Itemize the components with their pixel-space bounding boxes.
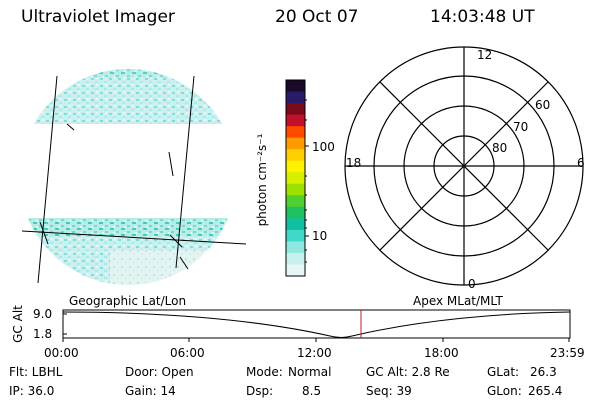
colorbar-segment — [286, 195, 305, 208]
time-label: 14:03:48 UT — [430, 7, 535, 27]
dsp-label: Dsp: — [246, 384, 274, 398]
glat-label: GLat: — [487, 365, 520, 379]
colorbar-segment — [286, 264, 305, 277]
mlt-12-label: 12 — [477, 48, 493, 62]
ytick-9: 9.0 — [33, 307, 53, 321]
xtick-1200: 12:00 — [297, 346, 332, 360]
ytick-1-8: 1.8 — [33, 327, 53, 341]
mlt-18-label: 18 — [346, 156, 362, 170]
geographic-latlon-title: Geographic Lat/Lon — [69, 294, 187, 308]
altitude-plot — [62, 309, 571, 342]
seq-status: Seq: 39 — [366, 384, 412, 398]
colorbar-label: photon cm⁻²s⁻¹ — [255, 133, 269, 227]
filter-status: Flt: LBHL — [9, 365, 63, 379]
colorbar-segment — [286, 103, 305, 116]
colorbar-segment — [286, 241, 305, 254]
geo-grid-lines — [21, 75, 247, 284]
colorbar-segment — [286, 206, 305, 219]
dsp-value: 8.5 — [302, 384, 322, 398]
colorbar-segment — [286, 126, 305, 139]
colorbar-frame — [285, 79, 306, 277]
colorbar-segment — [286, 137, 305, 150]
gc-alt-status: GC Alt: 2.8 Re — [366, 365, 450, 379]
mlat-70-label: 70 — [513, 120, 529, 134]
colorbar-tick-10: 10 — [312, 229, 328, 243]
mode-value: Normal — [288, 365, 332, 379]
gc-alt-axis-label: GC Alt — [11, 305, 25, 343]
apex-mlat-mlt-title: Apex MLat/MLT — [413, 294, 503, 308]
ip-status: IP: 36.0 — [9, 384, 55, 398]
mlt-0-label: 0 — [468, 277, 476, 291]
gain-status: Gain: 14 — [125, 384, 176, 398]
glon-value: 265.4 — [528, 384, 563, 398]
colorbar-segment — [286, 218, 305, 231]
glat-value: 26.3 — [530, 365, 557, 379]
mlat-80-label: 80 — [492, 141, 508, 155]
instrument-title: Ultraviolet Imager — [21, 7, 175, 27]
xtick-0600: 06:00 — [170, 346, 205, 360]
colorbar — [285, 79, 306, 277]
colorbar-segment — [286, 183, 305, 196]
mlat-60-label: 60 — [535, 98, 551, 112]
door-status: Door: Open — [125, 365, 194, 379]
date-label: 20 Oct 07 — [275, 7, 359, 27]
colorbar-segment — [286, 229, 305, 242]
mlt-6-label: 6 — [577, 156, 585, 170]
mode-label: Mode: — [246, 365, 283, 379]
xtick-1800: 18:00 — [424, 346, 459, 360]
colorbar-segment — [286, 91, 305, 104]
polar-plot — [344, 46, 584, 286]
glon-label: GLon: — [487, 384, 522, 398]
xtick-0000: 00:00 — [44, 346, 79, 360]
colorbar-segment — [286, 160, 305, 173]
colorbar-segment — [286, 114, 305, 127]
colorbar-segment — [286, 149, 305, 162]
uv-image — [20, 69, 236, 285]
colorbar-segment — [286, 172, 305, 185]
colorbar-segment — [286, 252, 305, 265]
colorbar-segment — [286, 80, 305, 93]
colorbar-tick-100: 100 — [312, 140, 335, 154]
xtick-2359: 23:59 — [550, 346, 585, 360]
